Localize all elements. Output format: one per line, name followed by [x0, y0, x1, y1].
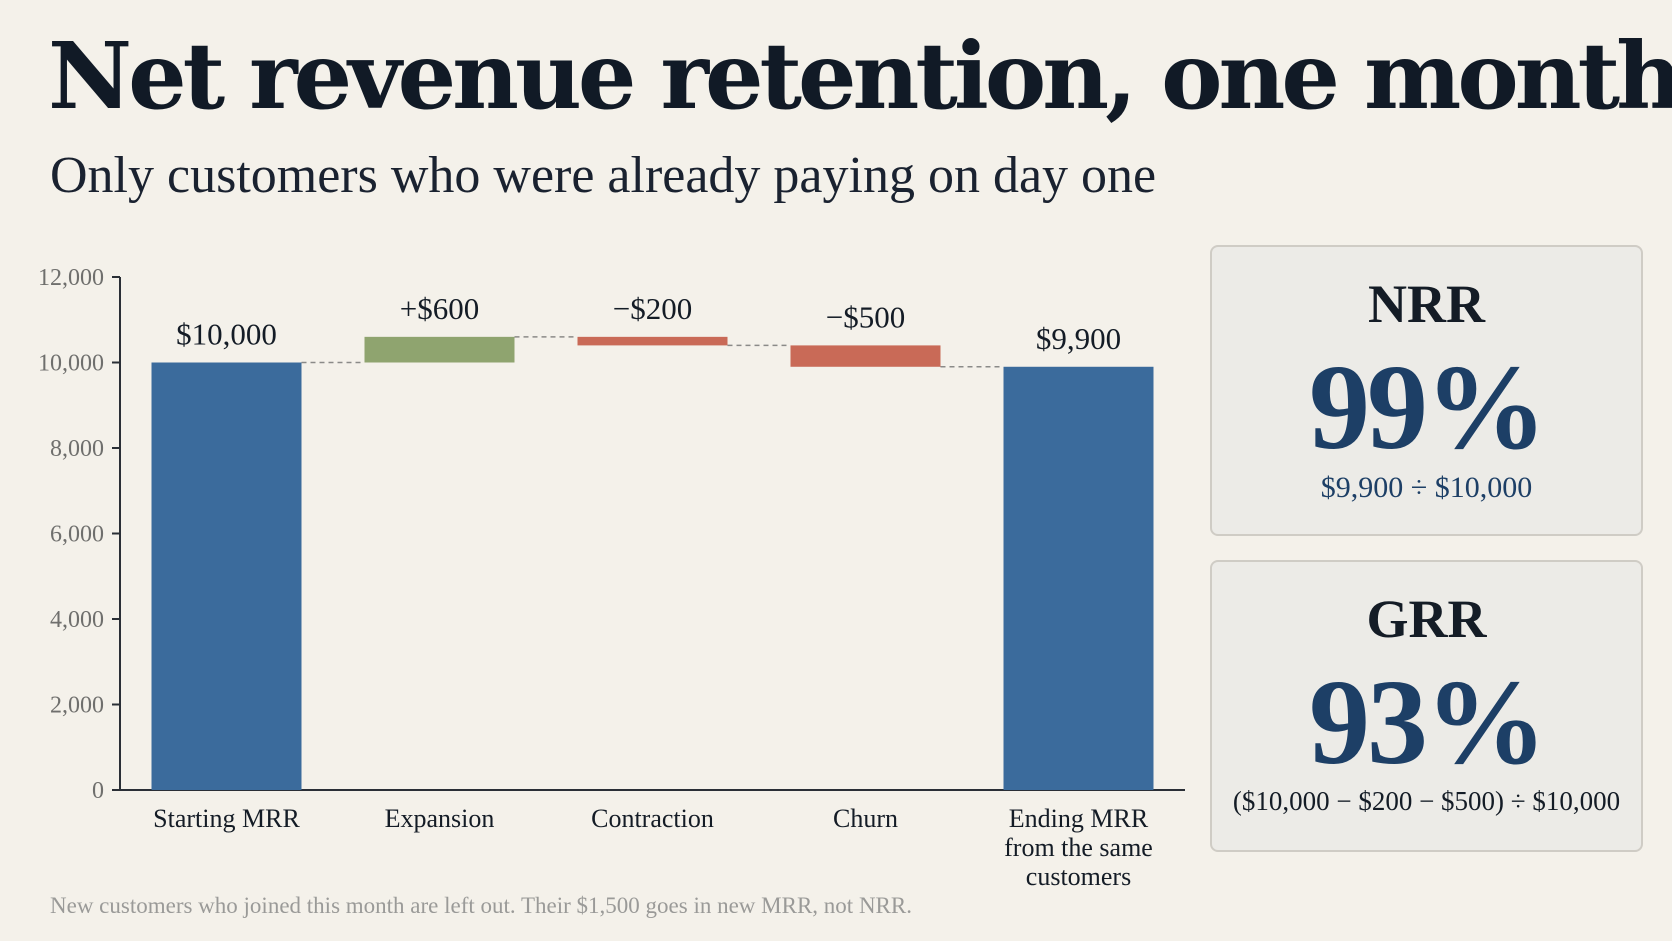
- y-tick-label: 0: [92, 778, 104, 804]
- data-label: $10,000: [176, 317, 277, 352]
- grr-formula: ($10,000 − $200 − $500) ÷ $10,000: [1232, 786, 1621, 816]
- bar-decrease: [577, 336, 728, 346]
- x-tick-label: Contraction: [591, 804, 714, 833]
- data-label: $9,900: [1036, 321, 1121, 356]
- x-tick-label: Ending MRR from the same customers: [1004, 804, 1153, 890]
- page-title: Net revenue retention, one month: [48, 22, 1672, 130]
- nrr-label: NRR: [1368, 274, 1485, 334]
- data-label: −$500: [826, 299, 905, 334]
- y-tick-label: 8,000: [50, 436, 104, 462]
- page-subtitle: Only customers who were already paying o…: [50, 147, 1157, 204]
- nrr-formula: $9,900 ÷ $10,000: [1320, 471, 1533, 504]
- bar-decrease: [790, 345, 941, 367]
- x-tick-label: Churn: [833, 804, 898, 833]
- y-tick-label: 6,000: [50, 522, 104, 548]
- x-tick-label: Expansion: [385, 804, 495, 833]
- y-tick-label: 10,000: [38, 351, 104, 377]
- x-tick-label: Starting MRR: [153, 804, 300, 833]
- bar-total: [1003, 366, 1154, 790]
- grr-value: 93%: [1309, 655, 1547, 790]
- bar-increase: [364, 336, 515, 363]
- nrr-value: 99%: [1309, 340, 1547, 475]
- nrr-card: NRR 99% $9,900 ÷ $10,000: [1210, 245, 1643, 536]
- waterfall-chart: 0 2,000 4,000 6,000 8,000 10,000 12,000 $10,000…: [38, 265, 1185, 890]
- footnote: New customers who joined this month are …: [50, 893, 912, 918]
- grr-label: GRR: [1366, 589, 1487, 649]
- bar-total: [151, 362, 302, 790]
- y-tick-label: 4,000: [50, 607, 104, 633]
- grr-card: GRR 93% ($10,000 − $200 − $500) ÷ $10,00…: [1210, 560, 1643, 852]
- y-tick-label: 2,000: [50, 693, 104, 719]
- data-label: −$200: [613, 291, 692, 326]
- y-tick-label: 12,000: [38, 265, 104, 291]
- data-label: +$600: [400, 291, 479, 326]
